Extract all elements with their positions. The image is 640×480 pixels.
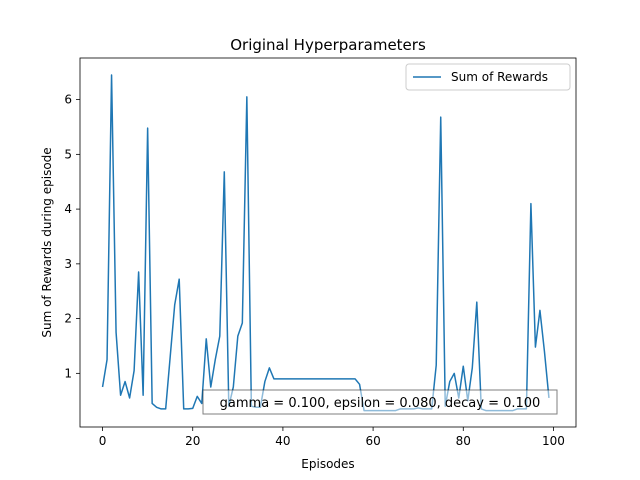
x-tick-label: 100 (542, 434, 565, 448)
x-tick-label: 60 (365, 434, 380, 448)
annotation-box (202, 389, 558, 415)
x-tick-label: 40 (275, 434, 290, 448)
y-tick-label: 3 (64, 257, 72, 271)
y-tick-label: 2 (64, 312, 72, 326)
axis-ticks: 0 20 40 60 80 100 1 2 3 4 5 6 (64, 93, 565, 448)
series-line-sum-of-rewards (101, 74, 550, 412)
y-tick-label: 1 (64, 366, 72, 380)
y-axis-label: Sum of Rewards during episode (40, 147, 54, 337)
annotation-text: gamma = 0.100, epsilon = 0.080, decay = … (220, 396, 541, 411)
y-tick-label: 5 (64, 147, 72, 161)
axes-frame (79, 57, 577, 428)
annotation: gamma = 0.100, epsilon = 0.080, decay = … (202, 389, 558, 415)
x-tick-label: 20 (185, 434, 200, 448)
y-tick-label: 6 (64, 93, 72, 107)
plot-area (80, 58, 576, 427)
chart-title: Original Hyperparameters (230, 36, 426, 54)
x-tick-label: 80 (456, 434, 471, 448)
x-axis-label: Episodes (301, 457, 354, 471)
x-tick-label: 0 (99, 434, 107, 448)
legend-label: Sum of Rewards (451, 70, 548, 84)
y-tick-label: 4 (64, 202, 72, 216)
axes-background (80, 58, 576, 427)
legend-box (405, 63, 571, 91)
legend: Sum of Rewards (405, 63, 571, 91)
